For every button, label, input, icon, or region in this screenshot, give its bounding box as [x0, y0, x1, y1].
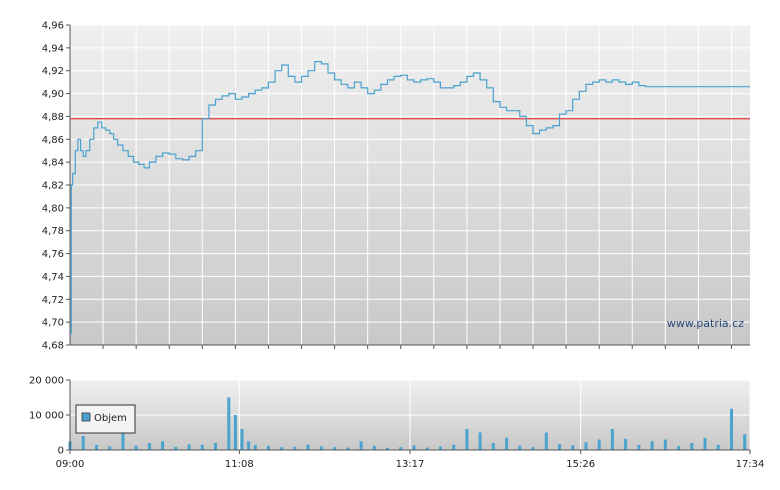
volume-y-tick-label: 20 000 — [29, 376, 64, 387]
volume-bar — [108, 446, 112, 450]
volume-bar — [174, 446, 178, 450]
volume-bar — [386, 447, 389, 450]
volume-bar — [227, 397, 231, 450]
price-y-tick-label: 4,68 — [42, 341, 64, 352]
price-y-tick-label: 4,74 — [42, 272, 64, 283]
price-y-tick-label: 4,90 — [42, 89, 64, 100]
volume-bar — [544, 432, 548, 450]
volume-bar — [333, 447, 337, 450]
volume-bar — [730, 408, 733, 450]
volume-bar — [650, 441, 654, 451]
volume-y-tick-label: 0 — [58, 446, 64, 457]
volume-y-tick-label: 10 000 — [29, 411, 64, 422]
legend-label: Objem — [94, 413, 127, 424]
volume-bar — [293, 446, 297, 450]
x-tick-label: 17:34 — [736, 459, 765, 470]
volume-bar — [147, 443, 151, 450]
volume-bar — [372, 445, 376, 450]
price-y-tick-label: 4,76 — [42, 249, 64, 260]
volume-bar — [319, 446, 323, 450]
price-y-tick-label: 4,84 — [42, 158, 64, 169]
volume-bar — [247, 441, 251, 451]
volume-bar — [214, 443, 217, 450]
volume-bar — [412, 445, 416, 450]
x-tick-label: 09:00 — [56, 459, 85, 470]
volume-bar — [280, 447, 284, 450]
volume-bar — [200, 444, 204, 451]
volume-bar — [637, 444, 641, 451]
price-y-tick-label: 4,78 — [42, 226, 64, 237]
price-y-tick-label: 4,82 — [42, 181, 64, 192]
price-y-tick-label: 4,92 — [42, 66, 64, 77]
volume-bar — [571, 445, 575, 450]
volume-bar — [677, 446, 681, 450]
legend-box — [75, 404, 136, 434]
volume-bar — [716, 444, 720, 451]
price-y-tick-label: 4,96 — [42, 21, 64, 32]
volume-bar — [531, 447, 535, 450]
price-y-tick-label: 4,86 — [42, 135, 64, 146]
volume-legend: Objem — [75, 404, 136, 434]
volume-bar — [266, 445, 270, 450]
volume-bar — [597, 439, 601, 450]
volume-bar — [558, 444, 561, 450]
price-y-tick-label: 4,80 — [42, 203, 64, 214]
volume-bar — [624, 438, 628, 450]
volume-bar — [663, 439, 667, 450]
volume-bar — [690, 443, 694, 450]
volume-bar — [306, 444, 310, 451]
volume-bar — [491, 443, 495, 450]
price-panel: 4,68 4,70 4,72 4,74 4,76 4,78 4,80 4,82 4,84 4,86… — [42, 21, 750, 352]
watermark-text: www.patria.cz — [667, 317, 744, 330]
volume-bar — [425, 447, 429, 450]
volume-bar — [743, 434, 747, 451]
volume-bar — [359, 441, 363, 451]
volume-bar — [399, 447, 403, 450]
price-y-tick-label: 4,72 — [42, 295, 64, 306]
price-y-tick-label: 4,88 — [42, 112, 64, 123]
volume-bar — [478, 432, 482, 450]
price-line — [70, 61, 750, 335]
volume-bar — [452, 444, 456, 451]
volume-bar — [187, 444, 191, 450]
legend-swatch — [81, 412, 91, 422]
price-y-tick-label: 4,70 — [42, 318, 64, 329]
volume-bar — [253, 445, 257, 450]
volume-bar — [233, 415, 237, 450]
volume-bar — [134, 445, 138, 450]
volume-bar — [584, 442, 588, 450]
volume-bar — [95, 444, 98, 451]
volume-bar — [240, 429, 244, 450]
volume-bar — [121, 432, 125, 450]
volume-bar — [505, 437, 509, 451]
volume-bar — [703, 437, 707, 451]
x-tick-label: 11:08 — [225, 459, 254, 470]
volume-bar — [610, 429, 614, 450]
volume-bar — [346, 447, 350, 450]
volume-bar — [161, 441, 165, 451]
volume-bar — [438, 446, 442, 450]
x-tick-label: 15:26 — [566, 459, 595, 470]
volume-bar — [81, 436, 85, 450]
price-y-tick-label: 4,94 — [42, 43, 64, 54]
x-tick-label: 13:17 — [396, 459, 425, 470]
volume-bar — [465, 429, 469, 450]
volume-bar — [518, 445, 522, 450]
volume-panel: 0 10 000 20 000 09:00 11:08 13:17 15:26 17:34 Ob… — [29, 376, 764, 471]
